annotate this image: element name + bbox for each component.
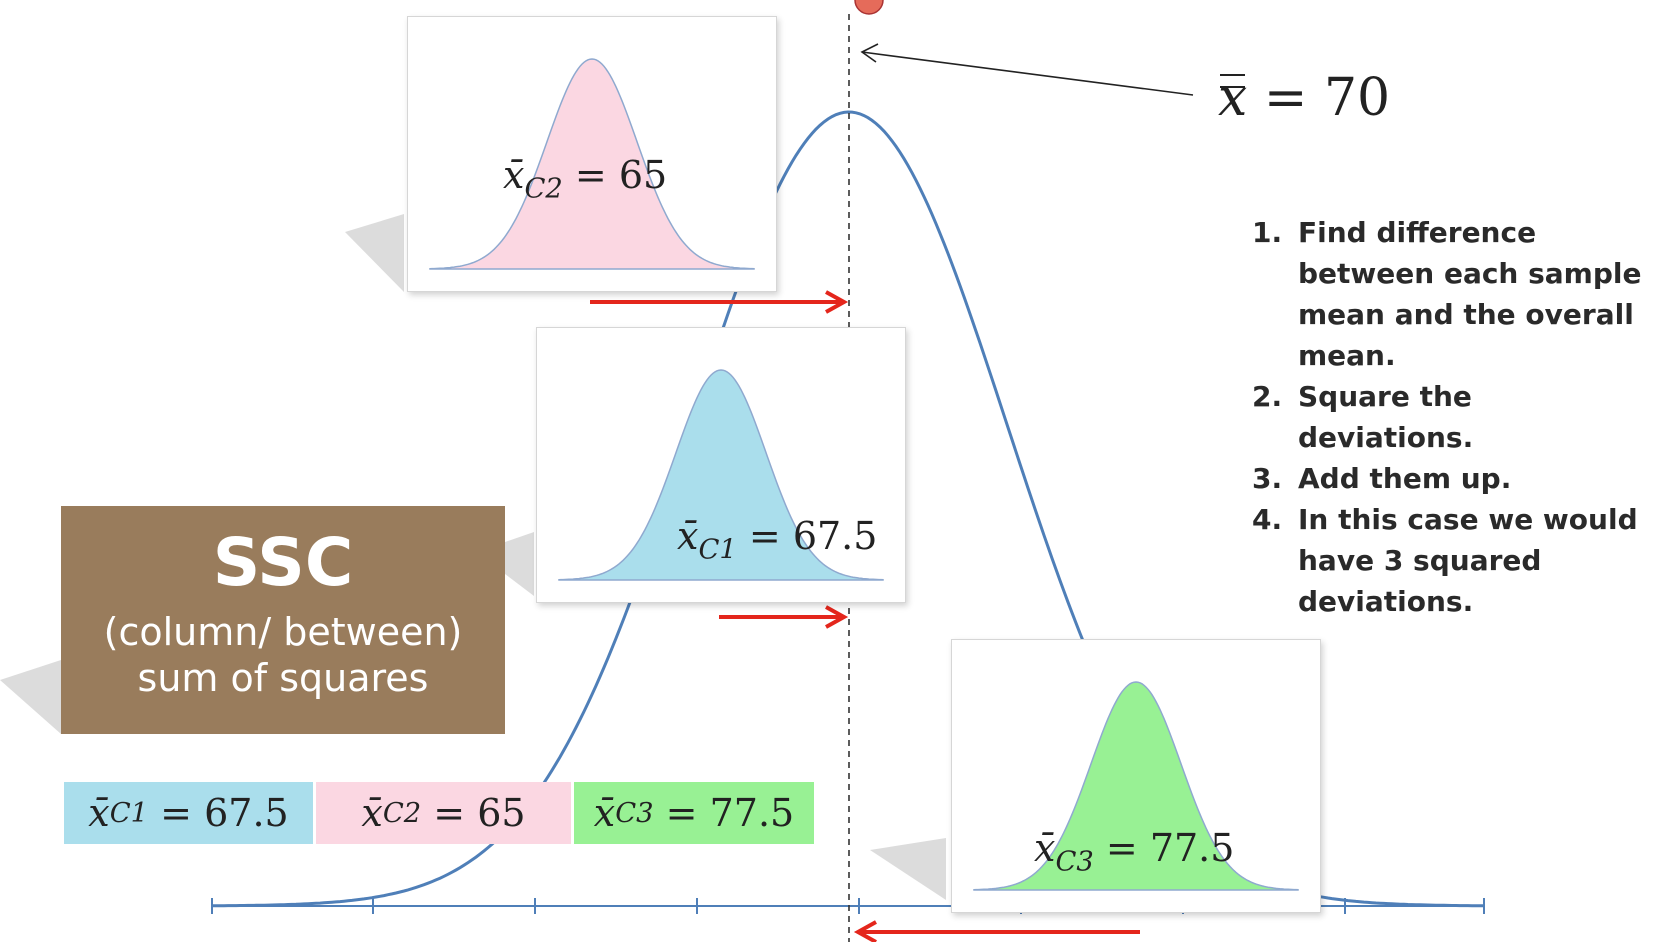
ssc-title: SSC (212, 524, 354, 601)
card-shadow-c2 (345, 214, 404, 292)
grand-mean-label: x = 70 (1218, 68, 1390, 128)
card-shadows (0, 214, 946, 900)
grand-mean-pointer-line (861, 51, 1194, 96)
step-item: 1. Find difference between each sample me… (1252, 216, 1642, 372)
step-item: 3. Add them up. (1252, 462, 1512, 495)
grand-mean-symbol: x (1218, 68, 1248, 128)
sample-curve-c1 (558, 369, 884, 581)
deviation-arrows (590, 290, 1140, 942)
grand-mean-value: 70 (1323, 68, 1391, 128)
card-shadow-c3 (870, 838, 946, 900)
ssc-title-box: SSC (column/ between) sum of squares (61, 506, 505, 734)
arrowhead-right-icon (825, 605, 849, 629)
sample-mean-label-c2: x̄C2 = 65 (503, 153, 668, 205)
grand-mean-pointer-arrowhead-icon (860, 43, 879, 63)
step-item: 2. Square the deviations. (1252, 380, 1474, 454)
ssc-subtitle-line2: sum of squares (137, 655, 429, 700)
mean-tag-c1: x̄ C1 = 67.5 (64, 782, 313, 844)
ssc-shadow (0, 660, 61, 734)
sample-curve-c2 (429, 58, 755, 270)
arrowhead-right-icon (825, 290, 849, 314)
sample-card-c2: x̄C2 = 65 (407, 16, 777, 292)
grand-mean-equals: = (1263, 68, 1308, 128)
sample-mean-label-c3: x̄C3 = 77.5 (1034, 826, 1235, 878)
step-item: 4. In this case we would have 3 squared d… (1252, 503, 1638, 618)
sample-mean-label-c1: x̄C1 = 67.5 (677, 514, 878, 566)
steps-list: 1. Find difference between each sample me… (1252, 212, 1652, 622)
ssc-subtitle-line1: (column/ between) (103, 610, 463, 654)
arrowhead-left-icon (853, 920, 877, 942)
pointer-dot-icon (854, 0, 884, 15)
sample-card-c1: x̄C1 = 67.5 (536, 327, 906, 603)
mean-tag-c3: x̄ C3 = 77.5 (574, 782, 814, 844)
sample-curve-c3 (973, 681, 1299, 891)
sample-card-c3: x̄C3 = 77.5 (951, 639, 1321, 913)
mean-tag-c2: x̄ C2 = 65 (316, 782, 571, 844)
